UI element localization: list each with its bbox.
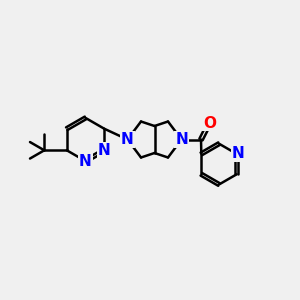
Text: N: N: [232, 146, 244, 161]
Text: N: N: [79, 154, 92, 169]
Text: N: N: [98, 143, 111, 158]
Text: N: N: [175, 132, 188, 147]
Text: O: O: [203, 116, 216, 130]
Text: N: N: [121, 132, 134, 147]
